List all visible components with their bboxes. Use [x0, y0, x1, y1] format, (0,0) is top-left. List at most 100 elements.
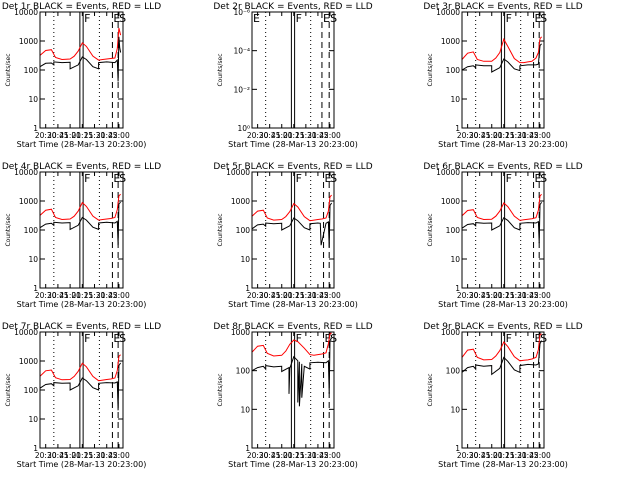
series-line-events	[461, 202, 543, 244]
y-tick-label: 10⁻⁶	[233, 8, 250, 17]
event-marker-label: F	[84, 12, 90, 25]
x-axis-label: Start Time (28-Mar-13 20:23:00)	[228, 300, 358, 309]
panel-det-2: Det 2r BLACK = Events, RED = LLD Counts/s…	[213, 2, 372, 149]
y-tick-label: 1000	[231, 328, 250, 337]
event-marker-label: E	[325, 332, 332, 345]
x-tick-label: 20:45	[259, 131, 281, 140]
panel-title: Det 2r BLACK = Events, RED = LLD	[213, 2, 372, 12]
y-tick-label: 10	[450, 405, 460, 414]
x-tick-label: 21:30	[505, 451, 527, 460]
plot-frame	[251, 11, 335, 129]
x-tick-label: 20:30	[247, 451, 269, 460]
x-tick-label: 21:30	[84, 131, 106, 140]
plot-frame	[461, 331, 545, 449]
x-tick-label: 20:30	[457, 451, 479, 460]
series-line-events	[39, 36, 122, 82]
series-line-lld	[461, 333, 542, 362]
y-tick-label: 10⁻⁴	[233, 47, 250, 56]
x-tick-label: 21:00	[481, 131, 503, 140]
series-line-events	[251, 202, 333, 248]
x-axis-label: Start Time (28-Mar-13 20:23:00)	[438, 460, 568, 469]
x-tick-label: 21:30	[295, 451, 317, 460]
x-tick-label: 20:30	[247, 131, 269, 140]
y-axis-label: Counts/sec	[427, 213, 434, 246]
x-tick-label: 21:15	[493, 131, 515, 140]
x-tick-label: 20:30	[457, 131, 479, 140]
y-tick-label: 1	[33, 284, 38, 293]
panel-det-1: Det 1r BLACK = Events, RED = LLD Counts/s…	[2, 2, 161, 149]
y-tick-label: 1	[455, 444, 460, 453]
event-marker-label: F	[84, 172, 90, 185]
panel-det-9: Det 9r BLACK = Events, RED = LLD Counts/s…	[423, 322, 582, 469]
panel-title: Det 6r BLACK = Events, RED = LLD	[423, 162, 582, 172]
x-tick-label: 20:30	[35, 451, 57, 460]
series-line-events	[461, 43, 542, 73]
x-tick-label: 21:00	[59, 291, 81, 300]
series-line-events	[461, 340, 543, 376]
y-axis-label: Counts/sec	[217, 213, 224, 246]
plot-frame	[461, 171, 545, 289]
series-line-lld	[251, 194, 332, 222]
x-tick-label: 21:30	[505, 291, 527, 300]
x-tick-label: 22:00	[319, 131, 341, 140]
x-tick-label: 21:45	[517, 451, 539, 460]
y-tick-label: 10000	[14, 328, 38, 337]
x-axis-label: Start Time (28-Mar-13 20:23:00)	[228, 460, 358, 469]
series-line-lld	[461, 36, 542, 64]
y-tick-label: 1000	[19, 357, 38, 366]
x-axis-label: Start Time (28-Mar-13 20:23:00)	[438, 300, 568, 309]
x-tick-label: 21:15	[283, 131, 305, 140]
x-tick-label: 20:45	[47, 291, 69, 300]
y-tick-label: 1	[245, 444, 250, 453]
y-tick-label: 10⁻²	[233, 85, 250, 94]
y-tick-label: 10⁰	[237, 124, 250, 133]
series-line-events	[39, 362, 122, 411]
x-axis-label: Start Time (28-Mar-13 20:23:00)	[17, 300, 147, 309]
y-axis-label: Counts/sec	[5, 373, 12, 406]
series-line-lld	[39, 27, 122, 61]
y-tick-label: 100	[236, 226, 251, 235]
y-tick-label: 1000	[231, 197, 250, 206]
x-tick-label: 22:00	[319, 291, 341, 300]
x-tick-label: 21:00	[271, 131, 293, 140]
event-marker-label: E	[253, 12, 260, 25]
y-tick-label: 100	[446, 226, 461, 235]
y-tick-label: 100	[446, 367, 461, 376]
y-tick-label: 10	[240, 405, 250, 414]
x-tick-label: 21:30	[84, 291, 106, 300]
x-tick-label: 20:30	[247, 291, 269, 300]
y-tick-label: 10000	[14, 8, 38, 17]
panel-det-4: Det 4r BLACK = Events, RED = LLD Counts/s…	[2, 162, 161, 309]
x-tick-label: 21:15	[493, 291, 515, 300]
event-marker-label: F	[506, 172, 512, 185]
y-axis-label: Counts/sec	[427, 373, 434, 406]
x-axis-label: Start Time (28-Mar-13 20:23:00)	[17, 460, 147, 469]
y-axis-label: Counts/sec	[217, 373, 224, 406]
y-tick-label: 10	[28, 255, 38, 264]
event-marker-label: E	[535, 332, 542, 345]
x-tick-label: 20:45	[469, 451, 491, 460]
x-tick-label: 21:45	[96, 131, 118, 140]
x-tick-label: 20:30	[35, 131, 57, 140]
y-tick-label: 1000	[19, 37, 38, 46]
y-tick-label: 10	[450, 255, 460, 264]
panel-title: Det 8r BLACK = Events, RED = LLD	[213, 322, 372, 332]
y-tick-label: 10	[28, 415, 38, 424]
event-marker-label: E	[323, 12, 330, 25]
x-axis-label: Start Time (28-Mar-13 20:23:00)	[438, 140, 568, 149]
y-axis-label: Counts/sec	[427, 53, 434, 86]
event-marker-label: F	[506, 12, 512, 25]
y-tick-label: 100	[446, 66, 461, 75]
plot-frame	[39, 331, 124, 449]
x-tick-label: 22:00	[108, 291, 130, 300]
y-tick-label: 1000	[19, 197, 38, 206]
panel-det-8: Det 8r BLACK = Events, RED = LLD Counts/s…	[213, 322, 372, 469]
y-axis-label: Counts/sec	[217, 53, 224, 86]
x-tick-label: 21:15	[283, 291, 305, 300]
y-tick-label: 1	[33, 444, 38, 453]
x-tick-label: 20:45	[469, 131, 491, 140]
x-tick-label: 20:45	[47, 451, 69, 460]
x-tick-label: 21:15	[493, 451, 515, 460]
x-tick-label: 20:45	[259, 451, 281, 460]
